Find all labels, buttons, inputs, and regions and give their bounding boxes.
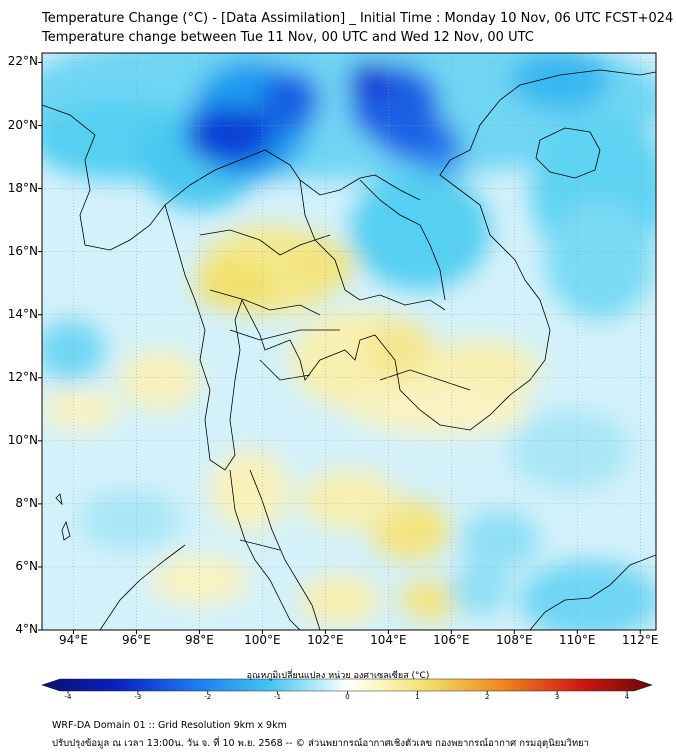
- coastlines-and-borders: [42, 69, 656, 630]
- lat-label: 22°N: [7, 54, 38, 69]
- lat-label: 6°N: [15, 558, 38, 573]
- lat-label: 4°N: [15, 622, 38, 636]
- colorbar-tick-label: -3: [134, 693, 142, 701]
- lon-label: 96°E: [122, 633, 151, 647]
- colorbar-tick-label: 3: [554, 693, 560, 701]
- lat-label: 18°N: [7, 180, 38, 195]
- colorbar-tick-label: 4: [624, 693, 630, 701]
- map-title: Temperature Change (°C) - [Data Assimila…: [42, 11, 674, 26]
- lon-label: 112°E: [622, 633, 659, 647]
- lon-label: 110°E: [559, 633, 596, 647]
- model-info: WRF-DA Domain 01 :: Grid Resolution 9km …: [52, 720, 287, 731]
- map-frame: [41, 52, 657, 631]
- lon-label: 102°E: [307, 633, 344, 647]
- lon-label: 100°E: [244, 633, 281, 647]
- temperature-change-field: [42, 53, 656, 630]
- lat-label: 12°N: [7, 369, 38, 384]
- map-subtitle: Temperature change between Tue 11 Nov, 0…: [42, 30, 534, 45]
- lat-label: 20°N: [7, 117, 38, 132]
- colorbar-tick-label: -2: [204, 693, 212, 701]
- colorbar-ramp: [41, 678, 653, 692]
- lat-label: 8°N: [15, 495, 38, 510]
- update-credit: ปรับปรุงข้อมูล ณ เวลา 13:00น. วัน จ. ที่…: [52, 738, 590, 749]
- lon-label: 94°E: [59, 633, 88, 647]
- lat-label: 14°N: [7, 306, 38, 321]
- colorbar-title: อุณหภูมิเปลี่ยนแปลง หน่วย องศาเซลเซียส (…: [246, 671, 430, 681]
- colorbar-tick-label: 2: [485, 693, 490, 701]
- lon-label: 104°E: [370, 633, 407, 647]
- lat-label: 10°N: [7, 432, 38, 447]
- colorbar: [41, 678, 653, 694]
- colorbar-tick-label: 0: [345, 693, 350, 701]
- lon-label: 108°E: [496, 633, 533, 647]
- lon-label: 98°E: [184, 633, 214, 647]
- lat-label: 16°N: [7, 243, 38, 258]
- colorbar-tick-label: -4: [64, 693, 72, 701]
- colorbar-tick-label: -1: [274, 693, 282, 701]
- colorbar-tick-label: 1: [415, 693, 420, 701]
- lon-label: 106°E: [433, 633, 470, 647]
